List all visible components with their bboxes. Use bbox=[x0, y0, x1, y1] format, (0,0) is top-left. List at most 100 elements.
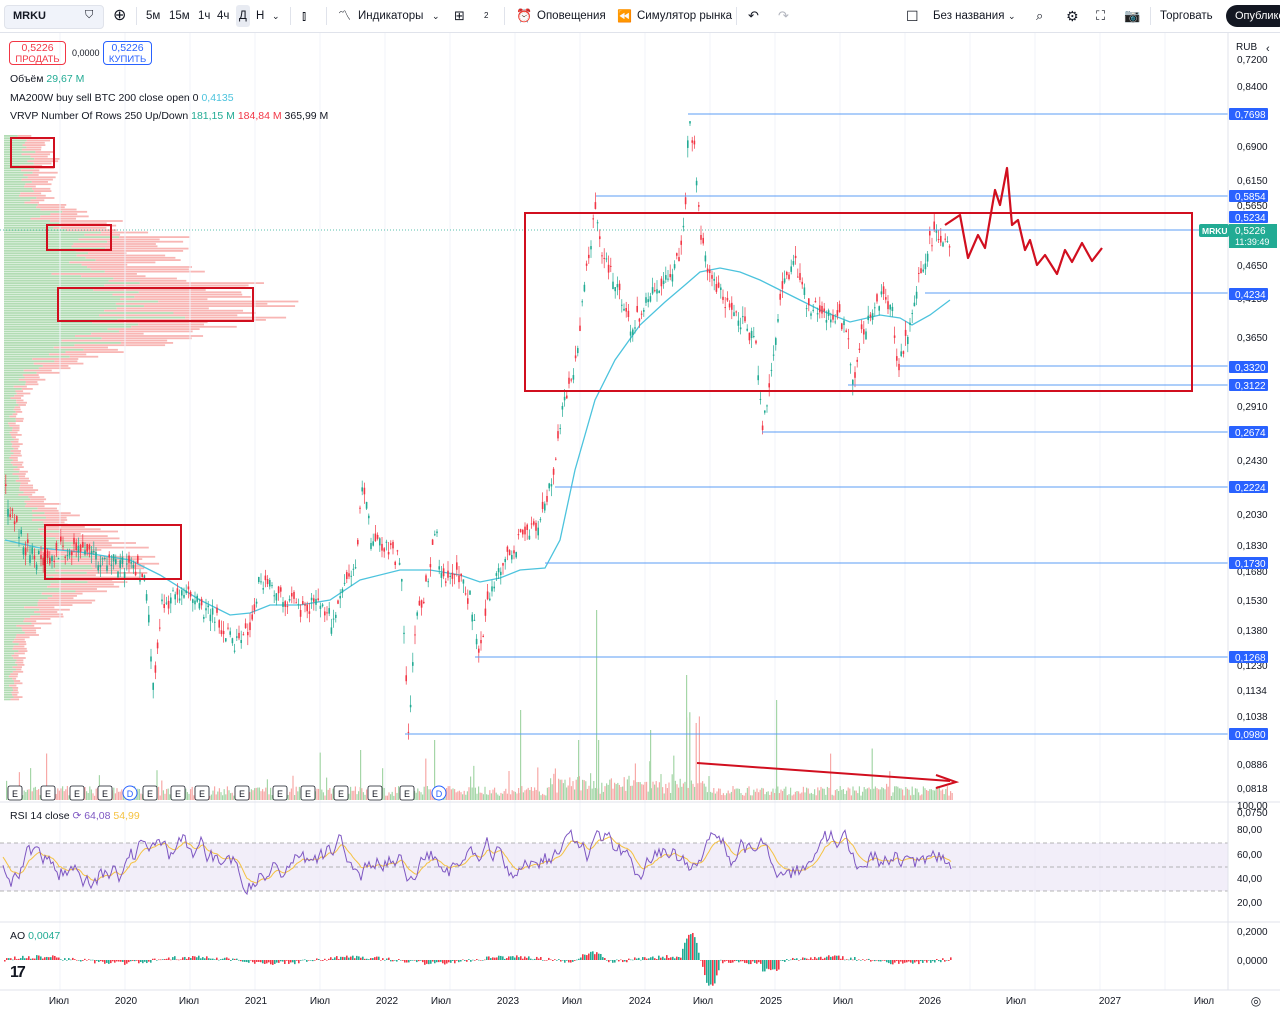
candle-body bbox=[341, 588, 344, 593]
volume-bar bbox=[810, 792, 812, 800]
indicators-button[interactable]: Индикаторы bbox=[358, 10, 424, 22]
candle-body bbox=[214, 621, 216, 623]
vrvp-row-down bbox=[83, 348, 118, 351]
camera-icon[interactable]: 📷 bbox=[1124, 8, 1141, 23]
ao-bar bbox=[110, 960, 112, 964]
ao-bar bbox=[296, 960, 298, 961]
price-axis[interactable]: 0,72000,84000,69000,61500,56500,46500,41… bbox=[1199, 33, 1277, 990]
volume-bar bbox=[601, 782, 603, 800]
volume-bar bbox=[394, 787, 396, 800]
candle-body bbox=[704, 255, 707, 262]
candle-body bbox=[772, 354, 775, 356]
tradingview-logo-icon[interactable]: 17 bbox=[10, 964, 26, 981]
volume-bar bbox=[318, 788, 320, 800]
vrvp-row-up bbox=[4, 427, 13, 429]
ao-bar bbox=[114, 960, 116, 963]
ao-bar bbox=[476, 959, 478, 960]
candle-body bbox=[614, 287, 616, 292]
alerts-button[interactable]: Оповещения bbox=[537, 10, 606, 22]
ao-legend[interactable]: AO 0,0047 bbox=[10, 930, 60, 942]
chevron-down-icon[interactable]: ⌄ bbox=[1008, 11, 1016, 21]
ao-bar bbox=[168, 957, 170, 960]
volume-bar bbox=[22, 795, 24, 800]
interval-1h[interactable]: 1ч bbox=[198, 10, 211, 22]
candle-body bbox=[77, 545, 80, 553]
add-symbol-icon[interactable]: ⊕ bbox=[113, 7, 127, 24]
chevron-down-icon[interactable]: ⌄ bbox=[272, 11, 280, 21]
badge-bg bbox=[1229, 361, 1268, 373]
vrvp-legend[interactable]: VRVP Number Of Rows 250 Up/Down 181,15 M… bbox=[10, 110, 328, 122]
vrvp-row-up bbox=[4, 641, 13, 643]
trade-button[interactable]: Торговать bbox=[1160, 10, 1213, 22]
ao-bar bbox=[700, 960, 702, 961]
replay-button[interactable]: Симулятор рынка bbox=[637, 10, 733, 22]
candle-body bbox=[337, 600, 339, 604]
gear-icon[interactable]: ⚙ bbox=[1066, 8, 1079, 24]
quick-search-icon[interactable]: ⌕ bbox=[1036, 8, 1044, 23]
interval-4h[interactable]: 4ч bbox=[217, 10, 230, 22]
ao-bar bbox=[626, 960, 628, 963]
sell-button[interactable]: 0,5226 ПРОДАТЬ bbox=[9, 41, 66, 65]
vrvp-row-down bbox=[51, 273, 137, 275]
volume-bar bbox=[516, 793, 518, 800]
volume-bar bbox=[430, 789, 432, 800]
interval-5m[interactable]: 5м bbox=[146, 10, 161, 22]
volume-bar bbox=[28, 789, 30, 800]
layout-checkbox-icon[interactable]: ☐ bbox=[906, 8, 919, 24]
vrvp-row-down bbox=[17, 135, 32, 137]
layouts-icon[interactable]: ⊞ bbox=[454, 8, 465, 23]
undo-icon[interactable]: ↶ bbox=[748, 8, 759, 23]
rewind-icon[interactable]: ⏪ bbox=[617, 9, 632, 23]
candle-body bbox=[834, 321, 836, 323]
volume-bar bbox=[348, 793, 350, 800]
annotations[interactable] bbox=[10, 137, 1193, 789]
ao-bar bbox=[4, 960, 6, 962]
candle-body bbox=[128, 555, 130, 563]
badge-bg bbox=[1229, 651, 1268, 663]
vrvp-row-up bbox=[4, 443, 13, 445]
rsi-legend[interactable]: RSI 14 close ⟳ 64,08 54,99 bbox=[10, 810, 140, 822]
vrvp-row-down bbox=[40, 215, 89, 218]
ao-bar bbox=[336, 956, 338, 960]
time-tick: Июл bbox=[431, 996, 451, 1007]
ao-bar bbox=[642, 957, 644, 960]
ao-bar bbox=[260, 960, 262, 963]
vrvp-row-down bbox=[119, 330, 193, 333]
candle-body bbox=[372, 541, 374, 546]
chevron-down-icon[interactable]: ⌄ bbox=[432, 11, 440, 21]
ao-bar bbox=[556, 960, 558, 961]
vrvp-row-up bbox=[4, 162, 34, 165]
ao-bar bbox=[820, 956, 822, 960]
candle-body bbox=[874, 307, 876, 309]
layout-name[interactable]: Без названия bbox=[933, 10, 1005, 22]
redo-icon[interactable]: ↷ bbox=[778, 8, 789, 23]
candle-body bbox=[561, 405, 564, 410]
ao-bar bbox=[576, 959, 578, 961]
volume-bar bbox=[748, 786, 750, 800]
marker-letter: E bbox=[305, 789, 311, 799]
volume-bar bbox=[812, 794, 814, 800]
symbol-search[interactable]: MRKU ⛉ bbox=[4, 5, 104, 29]
interval-week[interactable]: Н bbox=[256, 10, 265, 22]
ma-legend[interactable]: MA200W buy sell BTC 200 close open 0 0,4… bbox=[10, 92, 234, 104]
ao-bar bbox=[886, 960, 888, 963]
indicators-icon[interactable]: 〽 bbox=[338, 8, 352, 23]
refresh-icon[interactable]: ⟳ bbox=[72, 810, 82, 822]
publish-button[interactable]: Опублико bbox=[1226, 5, 1280, 27]
candles-icon[interactable]: ⫾ bbox=[302, 8, 307, 23]
horizontal-levels[interactable] bbox=[405, 113, 1228, 735]
interval-15m[interactable]: 15м bbox=[169, 10, 190, 22]
price-tick: 0,8400 bbox=[1237, 82, 1268, 93]
vrvp-row-down bbox=[15, 390, 24, 393]
volume-bar bbox=[212, 790, 214, 800]
alarm-clock-icon[interactable]: ⏰ bbox=[516, 8, 533, 23]
fullscreen-icon[interactable]: ⛶ bbox=[1096, 8, 1106, 23]
interval-day[interactable]: Д bbox=[236, 5, 250, 27]
shield-icon[interactable]: ⛉ bbox=[85, 9, 94, 21]
candle-body bbox=[266, 579, 269, 585]
volume-legend[interactable]: Объём 29,67 M bbox=[10, 73, 84, 85]
buy-button[interactable]: 0,5226 КУПИТЬ bbox=[103, 41, 152, 65]
time-axis[interactable]: Июл 2020 Июл 2021 Июл 2022 Июл 2023 Июл 2024 Июл 20… bbox=[49, 994, 1261, 1008]
